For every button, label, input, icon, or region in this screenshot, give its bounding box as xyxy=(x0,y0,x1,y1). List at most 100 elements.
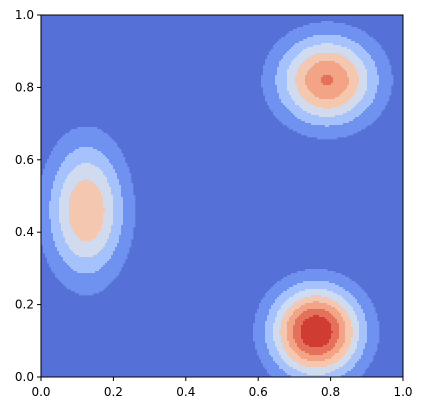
contour-cell xyxy=(41,213,44,216)
contour-cell xyxy=(83,197,86,200)
contour-cell xyxy=(55,183,58,186)
contour-cell xyxy=(123,211,126,214)
contour-cell xyxy=(95,153,98,156)
contour-cell xyxy=(103,239,106,242)
contour-cell xyxy=(63,227,66,230)
contour-cell xyxy=(73,193,76,196)
contour-cell xyxy=(105,135,108,138)
contour-cell xyxy=(105,215,108,218)
contour-cell xyxy=(49,197,52,200)
contour-cell xyxy=(111,235,114,238)
contour-cell xyxy=(295,31,298,34)
contour-cell xyxy=(119,205,122,208)
contour-cell xyxy=(79,163,82,166)
contour-cell xyxy=(97,153,100,156)
contour-cell xyxy=(289,349,292,352)
contour-cell xyxy=(293,115,296,118)
contour-cell xyxy=(85,271,88,274)
contour-cell xyxy=(115,189,118,192)
contour-cell xyxy=(271,67,274,70)
contour-cell xyxy=(103,261,106,264)
contour-cell xyxy=(125,181,128,184)
contour-cell xyxy=(93,187,96,190)
contour-cell xyxy=(265,351,268,354)
contour-cell xyxy=(111,265,114,268)
contour-cell xyxy=(99,275,102,278)
contour-cell xyxy=(267,365,270,368)
contour-cell xyxy=(283,325,286,328)
contour-cell xyxy=(99,283,102,286)
contour-cell xyxy=(277,303,280,306)
contour-cell xyxy=(91,217,94,220)
contour-cell xyxy=(63,215,66,218)
contour-cell xyxy=(101,283,104,286)
contour-cell xyxy=(293,95,296,98)
contour-cell xyxy=(87,275,90,278)
contour-cell xyxy=(291,43,294,46)
contour-cell xyxy=(109,189,112,192)
contour-cell xyxy=(103,133,106,136)
contour-cell xyxy=(51,215,54,218)
contour-cell xyxy=(59,227,62,230)
contour-cell xyxy=(47,177,50,180)
contour-cell xyxy=(75,165,78,168)
contour-cell xyxy=(121,169,124,172)
contour-cell xyxy=(279,103,282,106)
contour-cell xyxy=(115,207,118,210)
contour-cell xyxy=(69,143,72,146)
contour-cell xyxy=(265,297,268,300)
contour-cell xyxy=(293,369,296,372)
contour-cell xyxy=(107,237,110,240)
contour-cell xyxy=(77,173,80,176)
contour-cell xyxy=(107,267,110,270)
contour-cell xyxy=(287,41,290,44)
contour-cell xyxy=(73,265,76,268)
contour-cell xyxy=(271,107,274,110)
contour-cell xyxy=(117,201,120,204)
contour-cell xyxy=(113,221,116,224)
contour-cell xyxy=(43,217,46,220)
contour-cell xyxy=(111,237,114,240)
contour-cell xyxy=(95,199,98,202)
contour-cell xyxy=(269,351,272,354)
contour-cell xyxy=(91,169,94,172)
contour-cell xyxy=(71,257,74,260)
contour-cell xyxy=(269,373,272,376)
contour-cell xyxy=(267,295,270,298)
contour-cell xyxy=(279,331,282,334)
contour-cell xyxy=(85,289,88,292)
contour-cell xyxy=(79,157,82,160)
contour-cell xyxy=(107,187,110,190)
contour-cell xyxy=(67,171,70,174)
contour-cell xyxy=(281,45,284,48)
contour-cell xyxy=(277,331,280,334)
contour-cell xyxy=(265,73,268,76)
contour-cell xyxy=(285,327,288,330)
contour-cell xyxy=(269,79,272,82)
contour-cell xyxy=(259,351,262,354)
contour-cell xyxy=(295,291,298,294)
contour-cell xyxy=(101,187,104,190)
contour-cell xyxy=(43,197,46,200)
contour-cell xyxy=(71,231,74,234)
contour-cell xyxy=(85,179,88,182)
contour-cell xyxy=(83,185,86,188)
contour-cell xyxy=(87,139,90,142)
contour-cell xyxy=(79,285,82,288)
contour-cell xyxy=(89,157,92,160)
contour-cell xyxy=(283,71,286,74)
contour-cell xyxy=(283,287,286,290)
contour-cell xyxy=(301,35,304,38)
contour-cell xyxy=(291,339,294,342)
contour-cell xyxy=(253,335,256,338)
contour-cell xyxy=(93,185,96,188)
contour-cell xyxy=(289,105,292,108)
contour-cell xyxy=(71,177,74,180)
contour-cell xyxy=(63,185,66,188)
contour-cell xyxy=(279,307,282,310)
contour-cell xyxy=(97,261,100,264)
contour-cell xyxy=(287,321,290,324)
contour-cell xyxy=(291,123,294,126)
contour-cell xyxy=(87,131,90,134)
contour-cell xyxy=(87,289,90,292)
